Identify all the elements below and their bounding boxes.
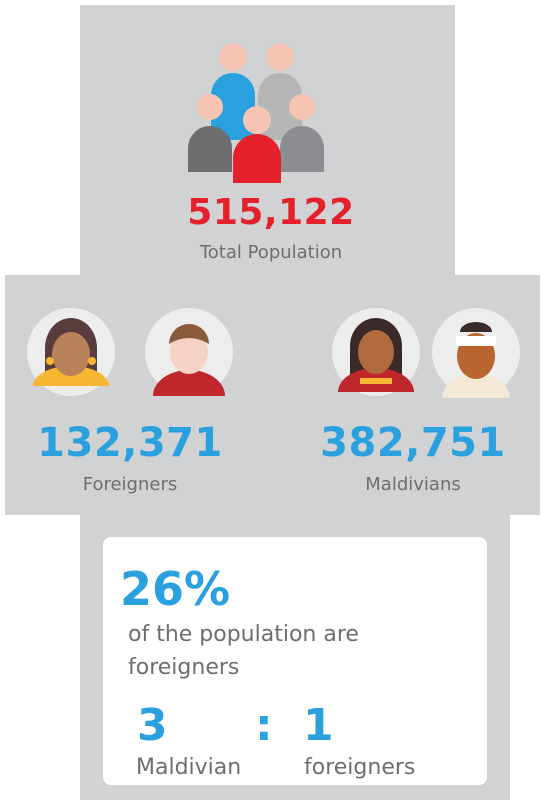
- total-label: Total Population: [0, 242, 542, 263]
- foreigner-woman-icon: [25, 306, 117, 398]
- crowd-icon: [185, 40, 330, 185]
- ratio-separator: :: [255, 700, 273, 751]
- foreigner-man-icon: [143, 306, 235, 398]
- ratio-right: 1: [303, 700, 334, 751]
- share-text: of the population are foreigners: [128, 618, 418, 684]
- maldivian-man-icon: [430, 306, 522, 398]
- maldivian-woman-icon: [330, 306, 422, 398]
- maldivians-label: Maldivians: [313, 474, 513, 495]
- ratio-left-label: Maldivian: [136, 755, 241, 780]
- foreigners-value: 132,371: [30, 420, 230, 466]
- foreigners-label: Foreigners: [30, 474, 230, 495]
- page: {"total": {"value": "515,122", "label": …: [0, 0, 542, 800]
- maldivians-value: 382,751: [313, 420, 513, 466]
- total-value: 515,122: [0, 192, 542, 233]
- ratio-left: 3: [137, 700, 168, 751]
- share-percent: 26%: [120, 562, 230, 616]
- ratio-right-label: foreigners: [304, 755, 415, 780]
